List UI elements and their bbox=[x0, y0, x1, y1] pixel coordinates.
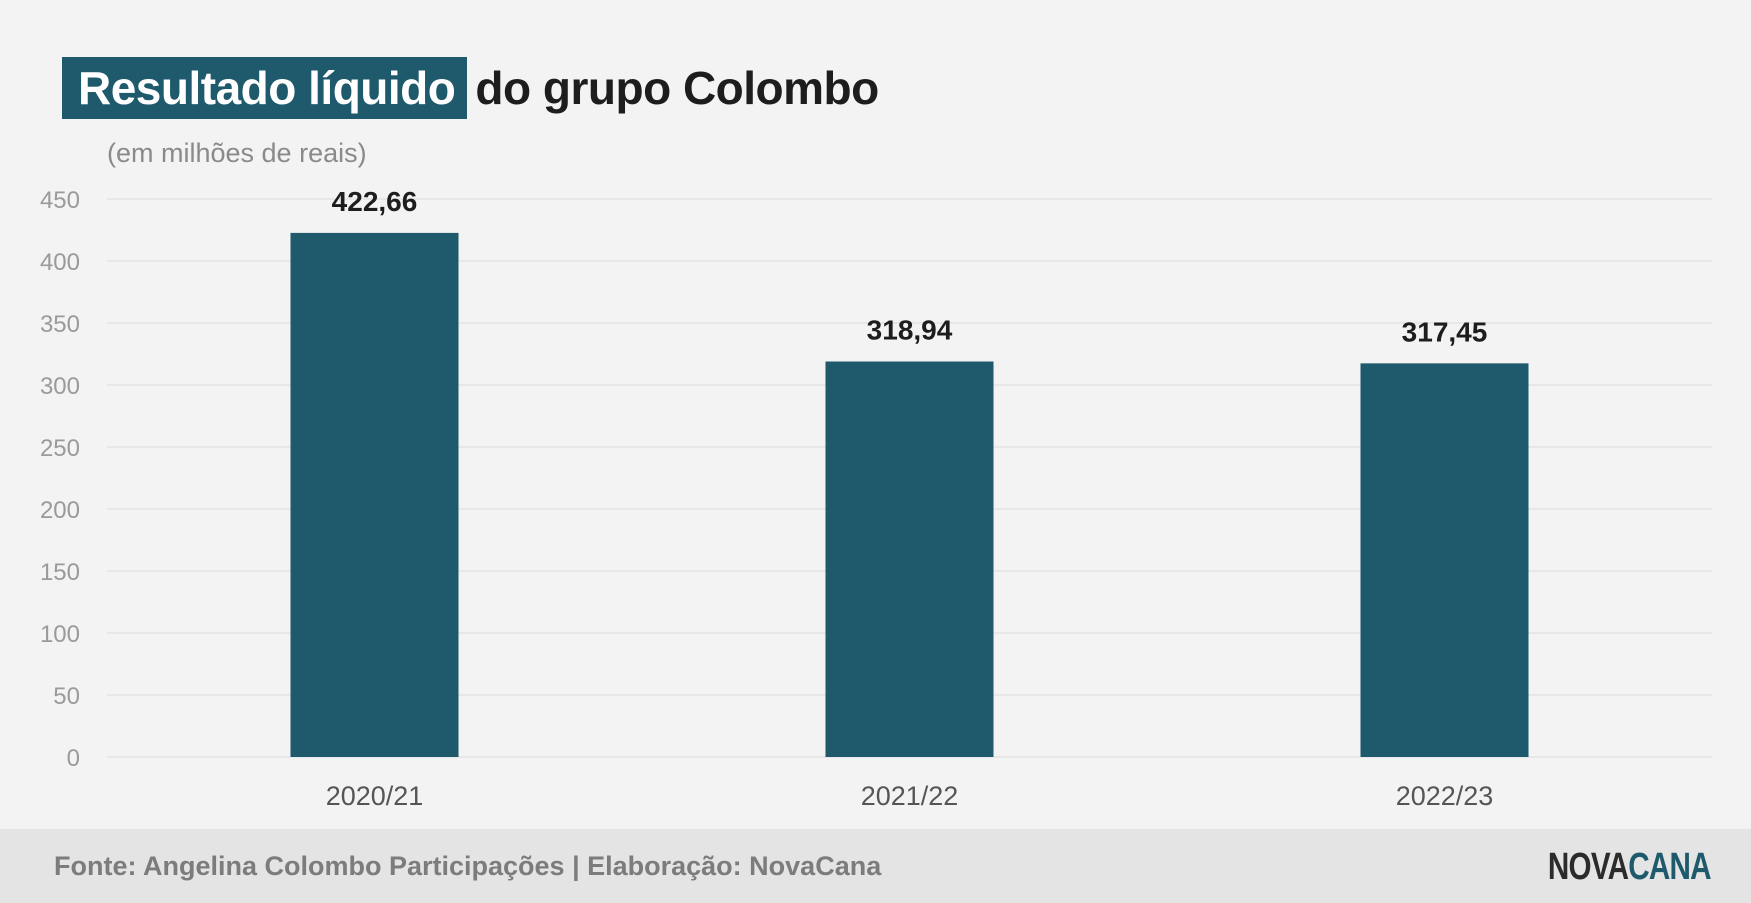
bar bbox=[1360, 363, 1529, 757]
bar bbox=[290, 232, 459, 757]
value-labels: 422,66 318,94 317,45 bbox=[332, 186, 1488, 347]
source-note: Fonte: Angelina Colombo Participações | … bbox=[54, 851, 882, 881]
novacana-logo: NOVACANA bbox=[1548, 845, 1712, 889]
y-tick-label: 250 bbox=[40, 435, 80, 462]
x-tick-label: 2021/22 bbox=[861, 781, 959, 811]
bar-chart: 0 50 100 150 200 250 300 350 400 450 422,66 318,94… bbox=[40, 186, 1712, 811]
y-tick-label: 400 bbox=[40, 249, 80, 276]
x-tick-label: 2022/23 bbox=[1396, 781, 1494, 811]
y-tick-label: 150 bbox=[40, 559, 80, 586]
y-tick-label: 100 bbox=[40, 621, 80, 648]
title-highlight: Resultado líquido bbox=[62, 57, 468, 119]
y-tick-label: 300 bbox=[40, 373, 80, 400]
value-label: 318,94 bbox=[867, 315, 953, 346]
chart-subtitle: (em milhões de reais) bbox=[107, 138, 367, 168]
logo-text-cana: CANA bbox=[1628, 846, 1711, 888]
y-tick-label: 200 bbox=[40, 497, 80, 524]
bar bbox=[825, 361, 994, 757]
y-tick-label: 0 bbox=[67, 745, 80, 772]
footer: Fonte: Angelina Colombo Participações | … bbox=[0, 829, 1751, 903]
y-tick-label: 350 bbox=[40, 311, 80, 338]
y-tick-label: 50 bbox=[53, 683, 80, 710]
x-axis-labels: 2020/21 2021/22 2022/23 bbox=[326, 781, 1494, 811]
value-label: 422,66 bbox=[332, 186, 418, 217]
title-rest: do grupo Colombo bbox=[475, 62, 879, 114]
bars bbox=[290, 232, 1529, 757]
logo-text-nova: NOVA bbox=[1548, 846, 1629, 888]
chart-title: Resultado líquido do grupo Colombo bbox=[62, 57, 879, 119]
y-axis-ticks: 0 50 100 150 200 250 300 350 400 450 bbox=[40, 187, 80, 772]
y-tick-label: 450 bbox=[40, 187, 80, 214]
x-tick-label: 2020/21 bbox=[326, 781, 424, 811]
value-label: 317,45 bbox=[1402, 316, 1488, 347]
